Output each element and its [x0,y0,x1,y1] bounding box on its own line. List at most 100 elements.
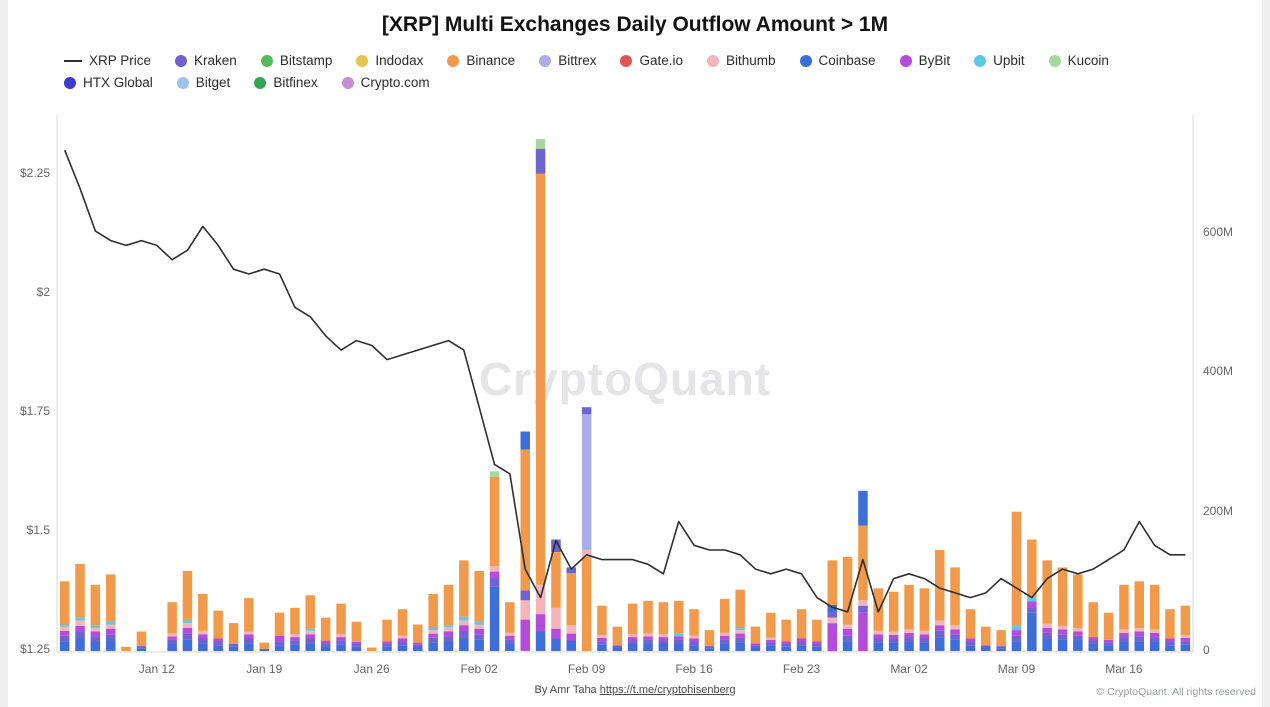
bar-mar-20[interactable] [1180,605,1191,651]
bar-jan-16[interactable] [213,610,223,651]
bar-jan-15[interactable] [198,593,208,651]
bar-mar-19[interactable] [1165,609,1175,651]
bar-jan-29[interactable] [413,624,423,652]
bar-feb-20[interactable] [750,626,761,651]
bar-jan-17[interactable] [228,623,239,651]
bar-feb-15[interactable] [674,600,684,651]
bar-jan-21[interactable] [290,607,300,651]
legend-item-kraken[interactable]: Kraken [175,53,237,68]
bar-feb-07[interactable] [551,539,561,652]
legend-item-kucoin[interactable]: Kucoin [1048,53,1109,68]
segment-binance [919,588,930,631]
bar-feb-12[interactable] [627,603,638,651]
legend-item-bitstamp[interactable]: Bitstamp [260,53,332,68]
bar-mar-01[interactable] [888,591,899,651]
bar-feb-16[interactable] [689,609,699,651]
bar-mar-17[interactable] [1134,581,1145,651]
bar-mar-06[interactable] [965,609,976,651]
legend-item-binance[interactable]: Binance [447,53,515,68]
bar-jan-06[interactable] [59,581,70,651]
segment-binance [689,609,699,636]
bar-jan-28[interactable] [397,609,408,651]
bar-feb-01[interactable] [459,560,469,651]
bar-feb-11[interactable] [612,626,623,651]
bar-feb-24[interactable] [812,619,822,651]
bar-jan-18[interactable] [244,598,254,651]
bar-feb-02[interactable] [474,570,484,651]
bar-jan-19[interactable] [259,642,270,651]
legend-item-bitfinex[interactable]: Bitfinex [254,75,318,90]
bar-mar-09[interactable] [1011,511,1022,651]
bar-jan-23[interactable] [320,617,331,651]
bar-mar-08[interactable] [996,630,1006,651]
bar-mar-16[interactable] [1119,584,1129,651]
legend-item-bitget[interactable]: Bitget [176,75,230,90]
segment-bybit [198,634,208,639]
bar-feb-03[interactable] [489,471,500,651]
segment-coinbase [106,640,116,651]
bar-feb-26[interactable] [842,556,853,651]
bar-jan-27[interactable] [382,619,392,651]
bar-jan-24[interactable] [336,603,346,651]
bar-jan-09[interactable] [106,574,116,651]
bar-feb-23[interactable] [796,609,807,651]
segment-bybit [658,637,669,641]
bar-jan-14[interactable] [182,570,193,651]
bar-mar-11[interactable] [1042,560,1052,651]
bar-jan-07[interactable] [75,563,85,651]
bar-jan-31[interactable] [443,584,454,651]
segment-bybit [1057,629,1068,635]
bar-mar-18[interactable] [1149,584,1160,651]
bar-feb-21[interactable] [766,612,776,651]
bar-feb-18[interactable] [720,598,730,651]
bar-jan-20[interactable] [274,612,285,651]
bar-feb-25[interactable] [827,560,838,651]
bar-feb-27[interactable] [858,490,868,651]
bar-feb-19[interactable] [735,589,745,651]
legend-item-bithumb[interactable]: Bithumb [706,53,776,68]
bar-jan-08[interactable] [90,584,101,651]
legend-label: Kucoin [1067,53,1109,68]
bar-mar-15[interactable] [1103,612,1114,651]
bar-feb-05[interactable] [520,431,531,651]
bar-mar-12[interactable] [1057,567,1068,651]
bar-feb-04[interactable] [505,602,515,651]
legend-item-gate-io[interactable]: Gate.io [620,53,683,68]
legend-item-upbit[interactable]: Upbit [974,53,1025,68]
legend-item-bittrex[interactable]: Bittrex [539,53,596,68]
legend-item-htx-global[interactable]: HTX Global [64,75,153,90]
bar-jan-10[interactable] [121,646,131,651]
bar-mar-10[interactable] [1027,539,1037,652]
bar-jan-25[interactable] [351,621,362,651]
bar-mar-03[interactable] [919,588,930,651]
bar-mar-13[interactable] [1073,574,1083,651]
bar-jan-11[interactable] [136,631,147,652]
legend-item-indodax[interactable]: Indodax [356,53,423,68]
bar-feb-17[interactable] [704,630,715,651]
bar-feb-09[interactable] [581,407,592,651]
legend-item-bybit[interactable]: ByBit [899,53,950,68]
legend-item-coinbase[interactable]: Coinbase [799,53,876,68]
legend-item-crypto-com[interactable]: Crypto.com [341,75,430,90]
segment-kraken [274,641,285,646]
bar-mar-07[interactable] [981,626,991,651]
bar-jan-22[interactable] [305,595,316,651]
bar-feb-22[interactable] [781,619,791,651]
segment-kraken [858,605,868,613]
bar-mar-14[interactable] [1088,602,1099,651]
bar-feb-13[interactable] [643,600,653,651]
legend-item-xrp-price[interactable]: XRP Price [64,53,151,68]
bar-feb-06[interactable] [535,139,546,651]
bar-jan-26[interactable] [367,647,377,652]
bar-jan-13[interactable] [167,602,177,651]
bar-mar-02[interactable] [904,584,914,651]
bar-mar-04[interactable] [935,550,945,651]
bar-feb-14[interactable] [658,602,669,651]
telegram-link[interactable]: https://t.me/cryptohisenberg [599,684,736,696]
bar-jan-30[interactable] [428,593,438,651]
bar-mar-05[interactable] [950,567,960,651]
bar-feb-10[interactable] [597,605,607,651]
bar-feb-08[interactable] [566,567,577,651]
segment-bybit [90,631,101,637]
